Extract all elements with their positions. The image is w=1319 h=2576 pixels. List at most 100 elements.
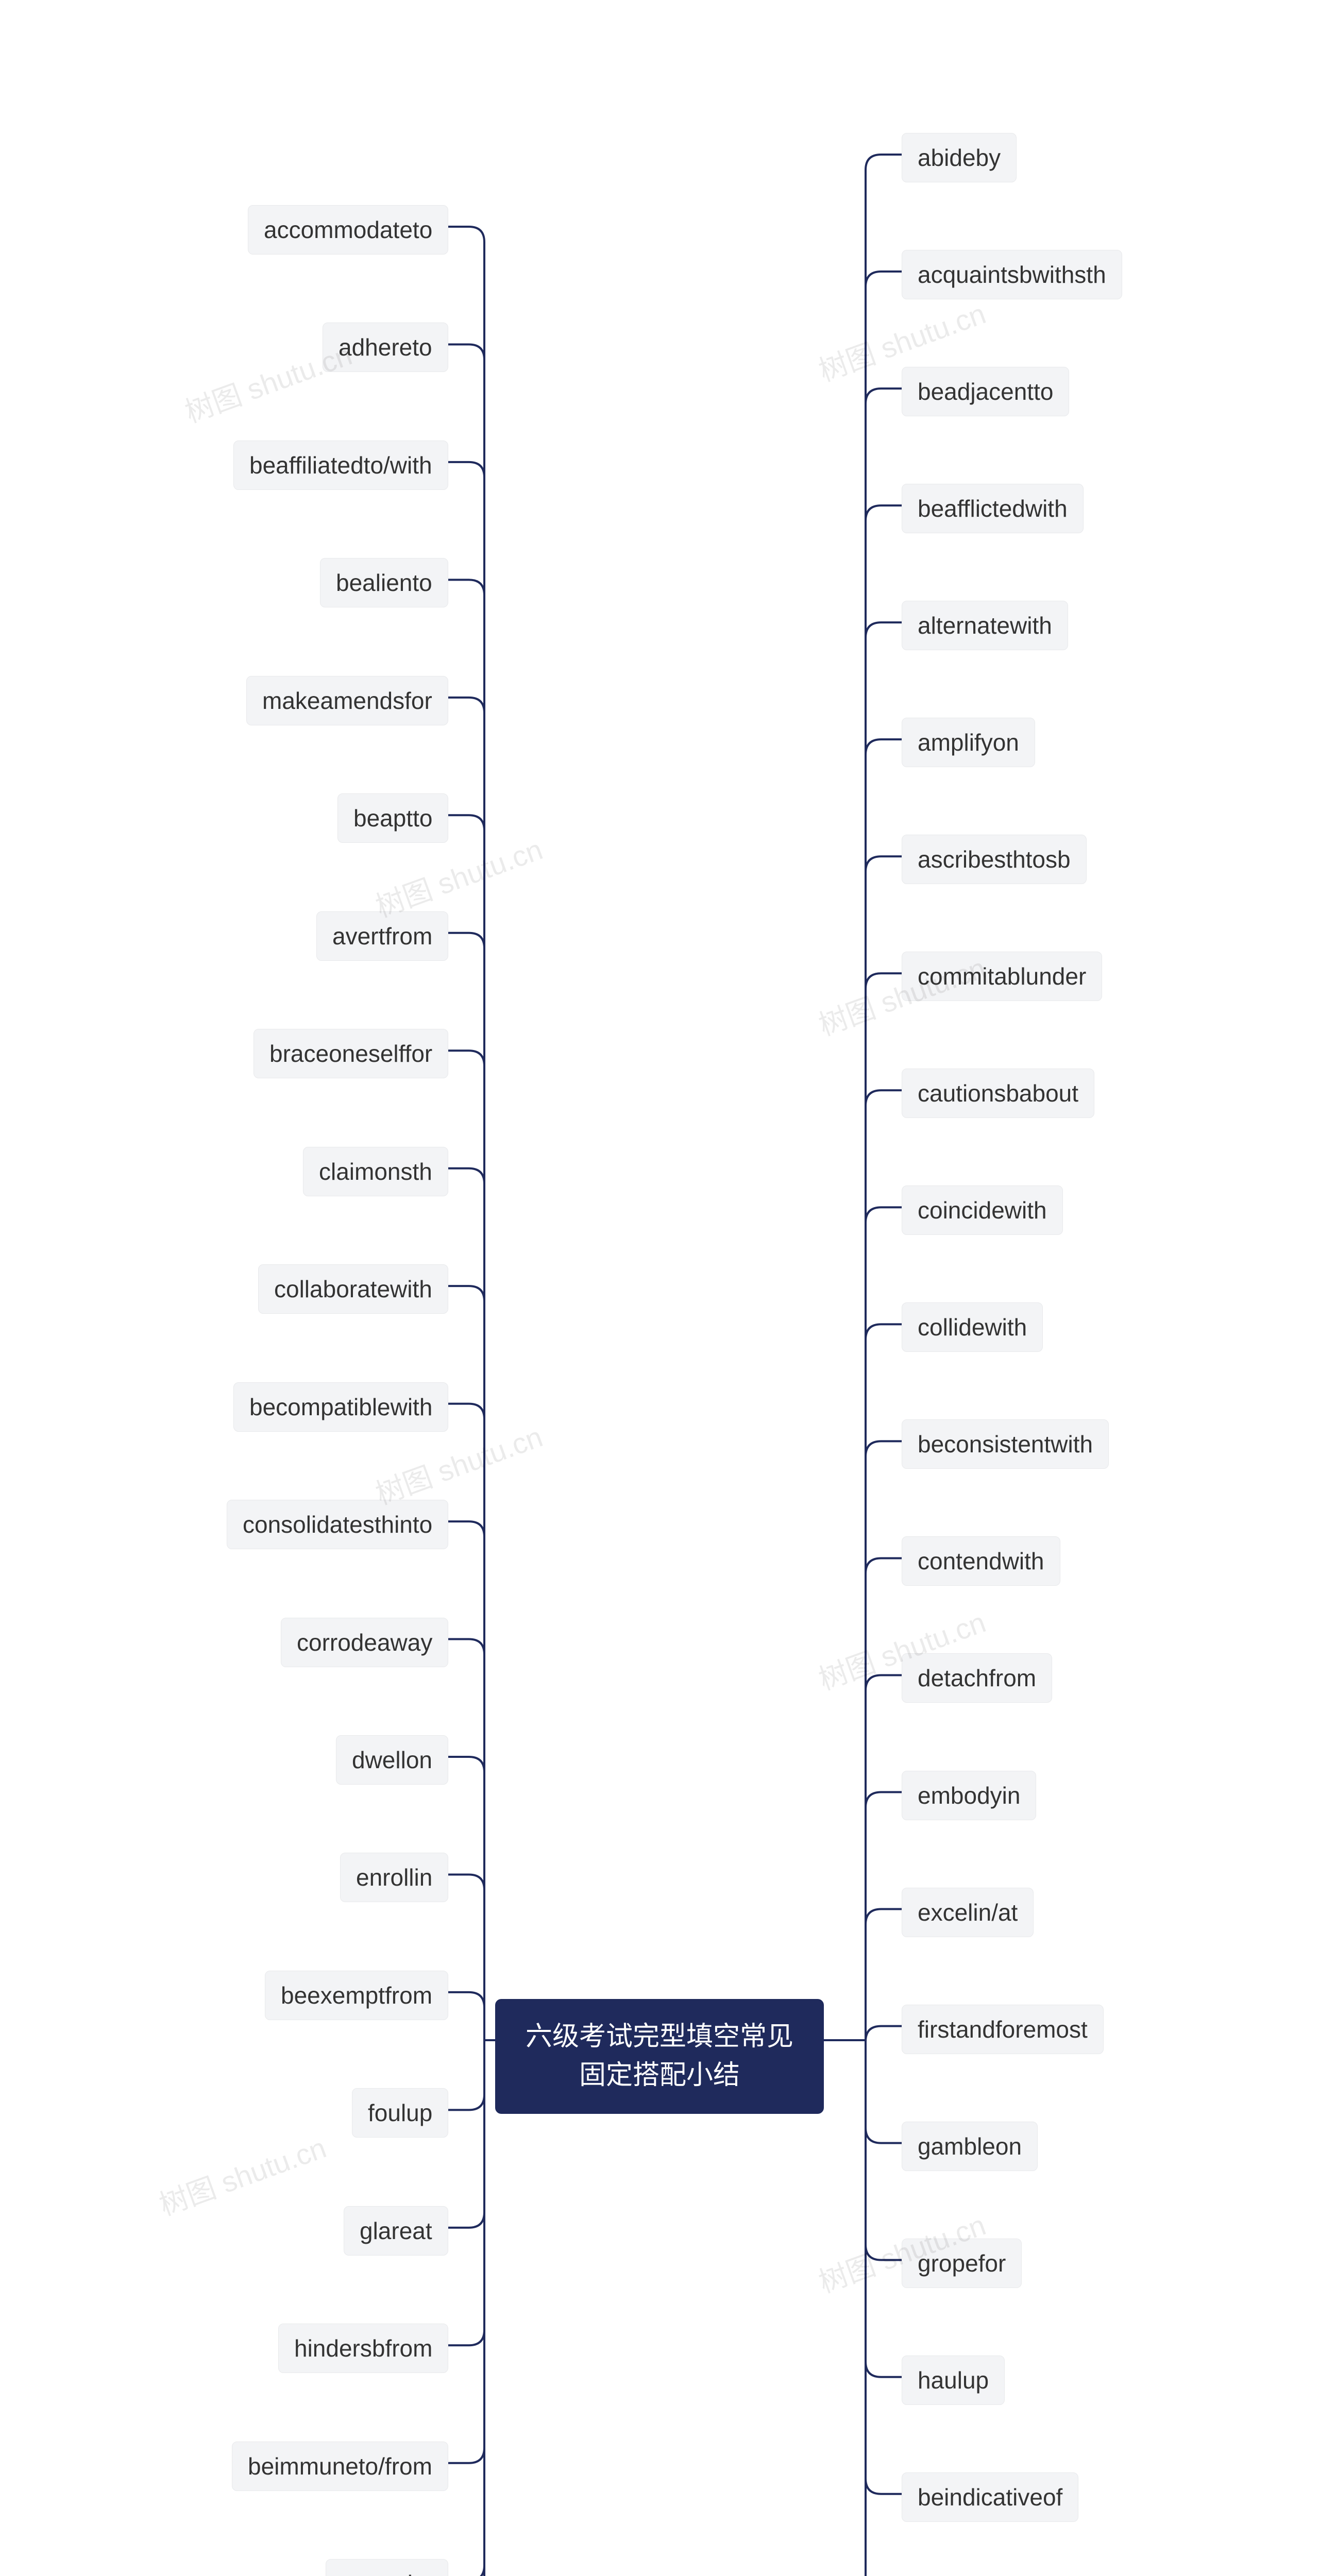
connector: [866, 2026, 902, 2042]
left-leaf: becompatiblewith: [233, 1382, 448, 1432]
connector: [866, 1675, 902, 2040]
right-leaf: acquaintsbwithsth: [902, 250, 1122, 299]
connector: [448, 698, 484, 2040]
connector: [866, 1558, 902, 2040]
right-leaf: gropefor: [902, 2239, 1022, 2288]
right-leaf: firstandforemost: [902, 2005, 1104, 2054]
connector: [448, 2040, 484, 2345]
connector: [448, 462, 484, 2040]
right-leaf: haulup: [902, 2355, 1005, 2405]
left-leaf: consolidatesthinto: [227, 1500, 448, 1549]
left-leaf: beaffiliatedto/with: [233, 440, 448, 490]
right-leaf: collidewith: [902, 1302, 1043, 1352]
center-node: 六级考试完型填空常见固定搭配小结: [495, 1999, 824, 2114]
connector: [866, 973, 902, 2040]
connector: [866, 2040, 902, 2576]
connector: [448, 1992, 484, 2040]
connector: [448, 1286, 484, 2040]
connector: [866, 2040, 902, 2143]
right-leaf: excelin/at: [902, 1888, 1034, 1937]
connector: [448, 1757, 484, 2040]
connector: [448, 2040, 484, 2228]
connector: [448, 2040, 484, 2576]
right-leaf: detachfrom: [902, 1653, 1052, 1703]
connector: [866, 2040, 902, 2377]
right-leaf: alternatewith: [902, 601, 1068, 650]
connector: [866, 2040, 902, 2576]
left-leaf: corrodeaway: [281, 1618, 448, 1667]
watermark: 树图 shutu.cn: [153, 2125, 331, 2224]
right-leaf: beafflictedwith: [902, 484, 1084, 533]
left-leaf: beaptto: [337, 793, 448, 843]
connector: [448, 1874, 484, 2040]
connector: [448, 580, 484, 2040]
connector: [866, 272, 902, 2040]
right-leaf: beadjacentto: [902, 367, 1069, 416]
connector: [448, 2040, 484, 2576]
connector: [866, 2040, 902, 2260]
connector: [448, 1521, 484, 2040]
connector: [448, 815, 484, 2040]
connector: [866, 1207, 902, 2040]
right-leaf: embodyin: [902, 1771, 1036, 1820]
right-leaf: gambleon: [902, 2122, 1038, 2171]
left-leaf: braceoneselffor: [253, 1029, 448, 1078]
connector: [866, 388, 902, 2040]
left-leaf: beexemptfrom: [265, 1971, 448, 2020]
right-leaf: beconsistentwith: [902, 1419, 1109, 1469]
connector: [448, 1404, 484, 2040]
connector: [866, 2040, 902, 2576]
connector: [448, 2040, 484, 2576]
connector: [866, 1324, 902, 2040]
left-leaf: hindersbfrom: [278, 2324, 448, 2373]
connector: [448, 2040, 484, 2576]
connector: [448, 1168, 484, 2040]
connector: [448, 1639, 484, 2040]
connector: [866, 1909, 902, 2040]
connector: [866, 155, 902, 2040]
connector: [448, 1050, 484, 2040]
connector: [866, 1792, 902, 2040]
connector: [448, 2040, 484, 2576]
left-leaf: avertfrom: [316, 911, 448, 961]
connector: [866, 856, 902, 2040]
right-leaf: contendwith: [902, 1536, 1060, 1586]
left-leaf: glareat: [344, 2206, 448, 2256]
connector: [448, 2040, 484, 2576]
connector: [866, 2040, 902, 2576]
left-leaf: bealiento: [320, 558, 448, 607]
connector: [448, 344, 484, 2040]
connector: [448, 2040, 484, 2576]
left-leaf: makeamendsfor: [246, 676, 448, 725]
left-leaf: beimmuneto/from: [232, 2442, 448, 2491]
connector-layer: [0, 0, 1319, 2576]
left-leaf: foulup: [352, 2088, 448, 2138]
connector: [866, 2040, 902, 2494]
connector: [448, 933, 484, 2040]
left-leaf: enrollin: [340, 1853, 448, 1902]
connector: [866, 2040, 902, 2576]
connector: [866, 622, 902, 2040]
right-leaf: cautionsbabout: [902, 1069, 1094, 1118]
left-leaf: dwellon: [336, 1735, 448, 1785]
left-leaf: accommodateto: [248, 205, 448, 255]
connector: [866, 2040, 902, 2576]
right-leaf: commitablunder: [902, 952, 1102, 1001]
right-leaf: abideby: [902, 133, 1017, 182]
right-leaf: coincidewith: [902, 1185, 1063, 1235]
connector: [866, 1090, 902, 2040]
left-leaf: claimonsth: [303, 1147, 448, 1196]
connector: [866, 739, 902, 2040]
connector: [866, 1441, 902, 2040]
left-leaf: marvelat: [326, 2559, 448, 2576]
left-leaf: collaboratewith: [258, 1264, 448, 1314]
connector: [448, 2040, 484, 2110]
left-leaf: adhereto: [323, 323, 448, 372]
right-leaf: beindicativeof: [902, 2472, 1078, 2522]
right-leaf: amplifyon: [902, 718, 1035, 767]
connector: [866, 2040, 902, 2576]
right-leaf: ascribesthtosb: [902, 835, 1087, 884]
connector: [866, 505, 902, 2040]
connector: [448, 227, 484, 2040]
connector: [448, 2040, 484, 2463]
